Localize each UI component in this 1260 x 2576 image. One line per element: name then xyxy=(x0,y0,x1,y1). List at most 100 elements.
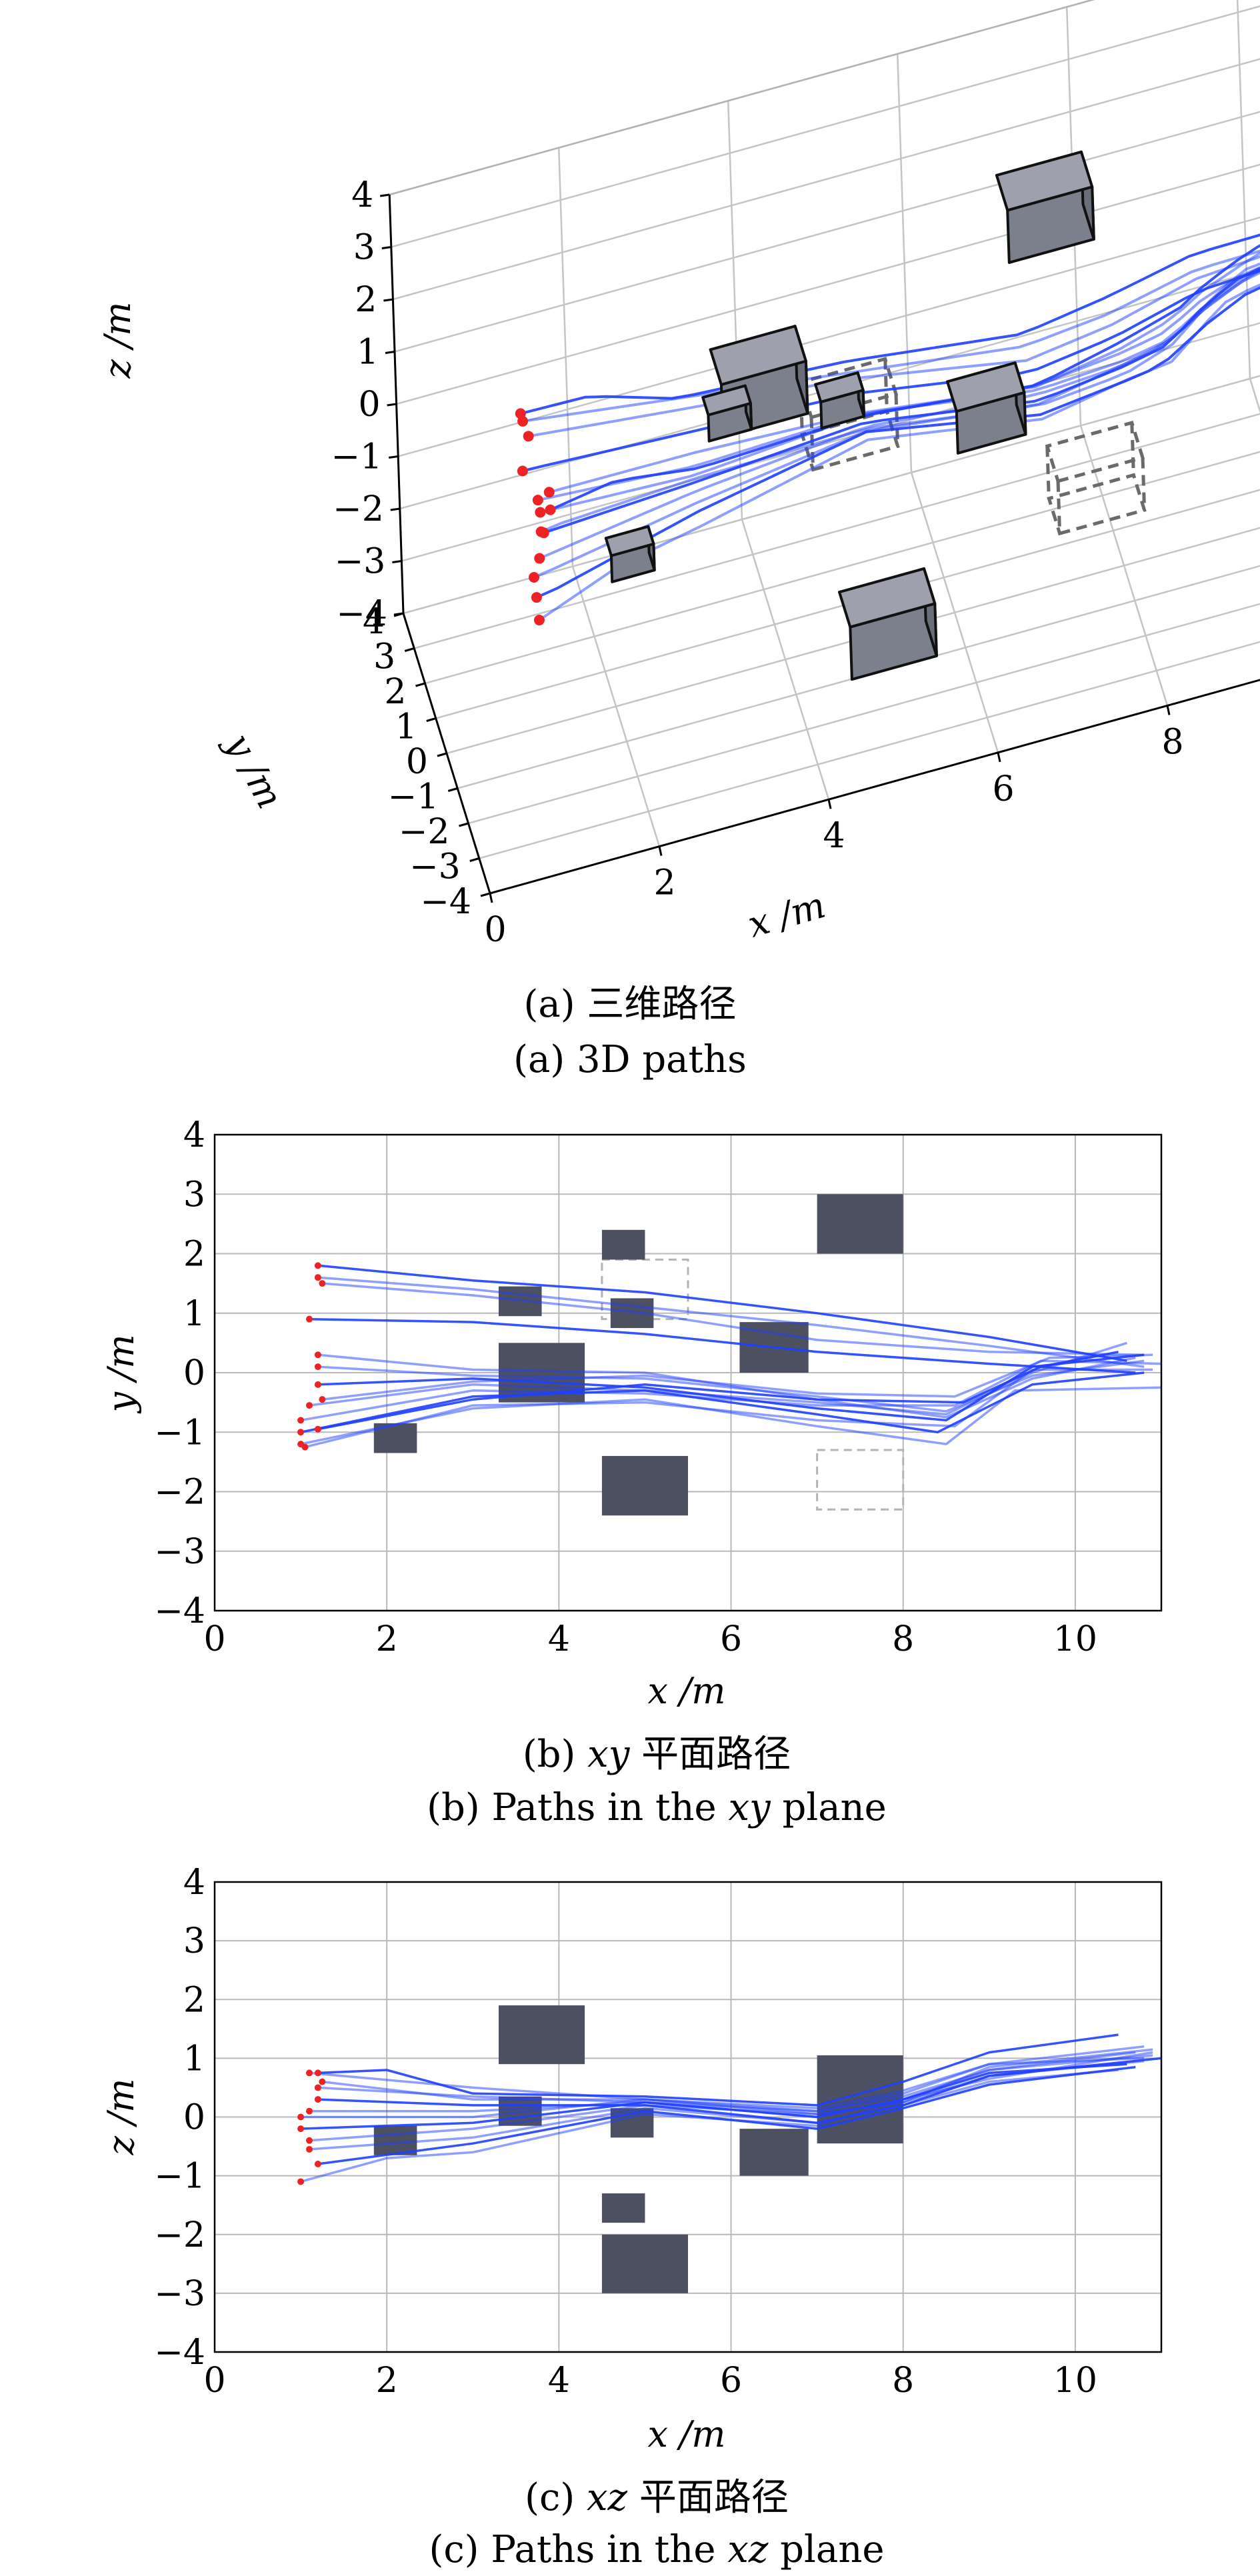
z-tick-label: 1 xyxy=(357,333,379,373)
y-tick-label: 1 xyxy=(183,2039,205,2079)
ghost-obstacle xyxy=(816,1449,905,1511)
start-point xyxy=(306,2069,313,2077)
path-3d xyxy=(549,244,1260,511)
z-tick xyxy=(388,455,399,459)
start-point-3d xyxy=(533,615,545,626)
path-3d xyxy=(528,255,1260,438)
x-tick-label: 2 xyxy=(376,1619,398,1659)
panel-a-start-points xyxy=(515,408,556,626)
series-line xyxy=(317,2057,1162,2125)
y-tick-label: −3 xyxy=(409,847,461,887)
floor-grid-y xyxy=(425,451,1260,685)
start-point xyxy=(314,1363,321,1371)
z-tick xyxy=(387,403,397,407)
panel-c-xlabel: x /m xyxy=(647,2413,725,2455)
panel-b-start-points xyxy=(297,1262,326,1451)
floor-grid-x xyxy=(1249,378,1260,414)
panel-c-obstacles xyxy=(373,2005,903,2293)
start-point xyxy=(314,2096,321,2103)
pane-edge xyxy=(389,0,1095,196)
panel-c-paths xyxy=(300,2033,1162,2183)
x-tick-label: 8 xyxy=(892,1619,914,1659)
back-wall-grid-z xyxy=(399,269,1260,510)
x-tick-label: 6 xyxy=(720,1619,742,1659)
panel-b-frame xyxy=(213,1133,1163,1612)
back-wall-grid-z xyxy=(396,163,1260,405)
panel-a-xlabel: x /m xyxy=(743,884,830,946)
series-line xyxy=(309,1317,1136,1374)
start-point xyxy=(314,2161,321,2167)
x-tick-label: 0 xyxy=(203,2361,225,2401)
start-point-3d xyxy=(534,553,545,564)
start-point xyxy=(314,1381,321,1388)
y-tick-label: −2 xyxy=(399,812,450,852)
back-wall-grid-z xyxy=(397,216,1260,457)
start-point-3d xyxy=(517,465,528,477)
y-tick-label: 0 xyxy=(183,1353,205,1393)
panel-c-caption-en: (c) Paths in the xz plane xyxy=(429,2528,884,2571)
start-point-3d xyxy=(529,571,540,583)
start-point-3d xyxy=(535,526,547,537)
y-tick-label: −3 xyxy=(154,1532,205,1572)
start-point xyxy=(319,1396,326,1403)
z-tick-label: 2 xyxy=(355,280,377,320)
path-3d xyxy=(538,283,1260,621)
x-tick-label: 4 xyxy=(548,2361,570,2401)
series-line xyxy=(322,1282,1145,1356)
start-point xyxy=(306,1402,313,1409)
back-wall-grid-z xyxy=(403,375,1260,615)
series-line xyxy=(317,1264,1127,1362)
panel-a-xlabel-text: x /m xyxy=(743,884,830,946)
y-tick-label: −3 xyxy=(154,2274,205,2314)
start-point xyxy=(314,1262,321,1269)
y-tick-label: 2 xyxy=(183,1980,205,2020)
panel-a-zlabel: z /m xyxy=(97,301,139,379)
back-wall-grid-z xyxy=(394,111,1260,353)
z-tick xyxy=(390,507,401,511)
start-point xyxy=(297,2113,305,2121)
panel-a-grid xyxy=(388,0,1260,895)
series-line xyxy=(317,1359,1145,1413)
start-point xyxy=(314,2084,321,2091)
start-point-3d xyxy=(532,495,543,506)
panel-a-zlabel-text: z /m xyxy=(97,301,139,379)
series-line xyxy=(322,2048,1153,2115)
series-line xyxy=(317,1351,1119,1431)
series-line xyxy=(309,2051,1136,2113)
start-point-3d xyxy=(517,415,529,427)
panel-a-caption-cn: (a) 三维路径 xyxy=(524,983,737,1026)
back-wall-grid-z xyxy=(393,58,1260,301)
y-tick xyxy=(415,682,425,687)
series-line xyxy=(322,1353,1153,1401)
z-tick-label: −2 xyxy=(333,489,384,529)
cube-top-face xyxy=(604,525,655,557)
path-3d xyxy=(522,249,1260,423)
panel-b-caption-cn-var: xy xyxy=(587,1733,631,1776)
obstacle xyxy=(601,2234,688,2293)
panel-b-caption-en-var: xy xyxy=(728,1786,771,1829)
y-tick-label: 0 xyxy=(406,742,428,782)
start-point xyxy=(297,1417,305,1424)
start-point xyxy=(297,1429,305,1436)
ghost-edge xyxy=(1056,481,1062,534)
path-3d xyxy=(539,269,1260,560)
series-line xyxy=(317,2065,1136,2165)
y-tick xyxy=(469,857,480,862)
panel-c-caption-en-var: xz xyxy=(727,2528,769,2571)
x-tick-label: 8 xyxy=(892,2361,914,2401)
start-point xyxy=(319,2078,326,2085)
cube-top-face xyxy=(946,361,1026,413)
floor-grid-y xyxy=(468,603,1260,825)
panel-c-ylabel: z /m xyxy=(100,2078,142,2155)
obstacle xyxy=(499,2005,585,2065)
z-tick-label: −4 xyxy=(336,594,387,634)
obstacle xyxy=(601,1455,688,1516)
panel-c-caption-cn-prefix: (c) xyxy=(525,2476,587,2519)
panel-c-caption-en-prefix: (c) Paths in the xyxy=(429,2528,727,2571)
panel-b-caption-cn-suffix: 平面路径 xyxy=(629,1733,791,1776)
x-tick-label: 2 xyxy=(653,863,675,903)
z-tick-label: −3 xyxy=(335,542,386,582)
